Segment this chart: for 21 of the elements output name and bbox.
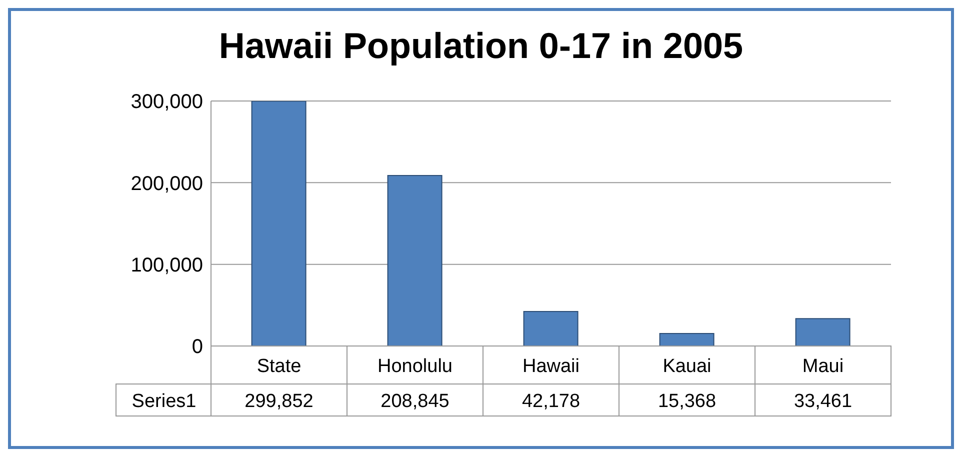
x-tick-label: Maui [802,356,844,377]
x-tick-label: Hawaii [522,356,580,377]
y-tick-label: 300,000 [130,91,203,114]
data-label: 33,461 [794,391,852,412]
bar [387,174,442,346]
x-tick-label: Kauai [662,356,712,377]
data-label: 299,852 [244,391,314,412]
bar [251,101,306,346]
y-tick-label: 100,000 [130,254,203,276]
text: Series1 [132,391,196,412]
data-label: 208,845 [380,391,450,412]
x-tick-label: State [256,356,302,377]
data-label: 42,178 [522,391,580,412]
bar [523,311,578,346]
y-tick-label: 0 [192,336,203,358]
chart-title: Hawaii Population 0-17 in 2005 [218,25,744,67]
bar [659,332,714,346]
bar [795,318,850,346]
y-tick-label: 200,000 [130,172,203,195]
x-tick-label: Honolulu [378,356,452,377]
data-label: 15,368 [658,391,716,412]
